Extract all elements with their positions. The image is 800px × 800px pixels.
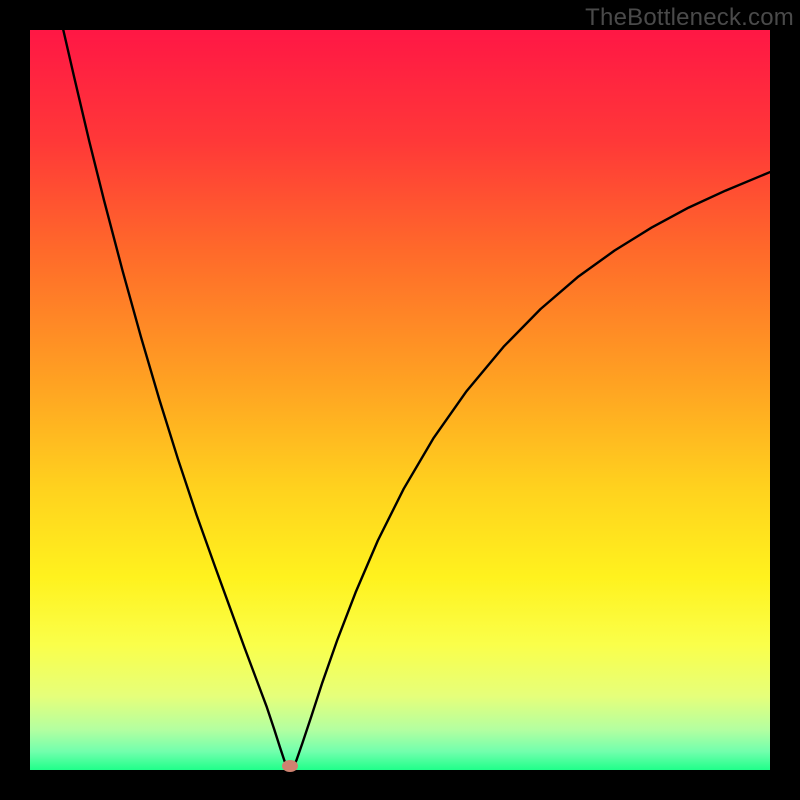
watermark-text: TheBottleneck.com bbox=[585, 4, 794, 32]
chart-frame: TheBottleneck.com bbox=[0, 0, 800, 800]
bottleneck-curve bbox=[30, 30, 770, 770]
gradient-background bbox=[30, 30, 770, 770]
plot-area bbox=[30, 30, 770, 770]
optimal-point-marker bbox=[282, 760, 298, 772]
